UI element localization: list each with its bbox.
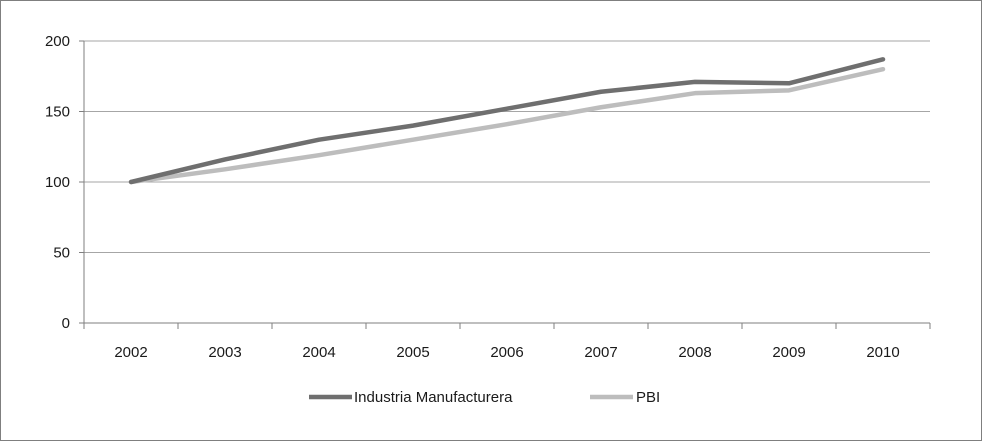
x-tick-label: 2009 [772, 344, 805, 361]
x-tick-label: 2004 [302, 344, 335, 361]
axes [79, 40, 931, 329]
x-tick-label: 2007 [584, 344, 617, 361]
legend-label: PBI [636, 389, 660, 406]
x-tick-label: 2005 [396, 344, 429, 361]
y-tick-label: 50 [53, 245, 70, 262]
y-tick-label: 0 [62, 315, 70, 332]
x-tick-label: 2008 [678, 344, 711, 361]
series-line-industria-manufacturera [128, 57, 886, 185]
y-tick-labels: 0 50 100 150 200 [45, 33, 70, 332]
x-tick-labels: 2002 2003 2004 2005 2006 2007 2008 2009 2010 [114, 344, 899, 361]
x-tick-label: 2006 [490, 344, 523, 361]
series-lines [128, 57, 886, 185]
x-tick-label: 2010 [866, 344, 899, 361]
y-tick-label: 200 [45, 33, 70, 50]
y-tick-label: 100 [45, 174, 70, 191]
x-tick-label: 2002 [114, 344, 147, 361]
legend: Industria Manufacturera PBI [309, 389, 660, 406]
y-tick-label: 150 [45, 104, 70, 121]
gridlines [84, 40, 930, 253]
series-line-pbi [128, 66, 886, 185]
x-tick-label: 2003 [208, 344, 241, 361]
legend-label: Industria Manufacturera [354, 389, 513, 406]
